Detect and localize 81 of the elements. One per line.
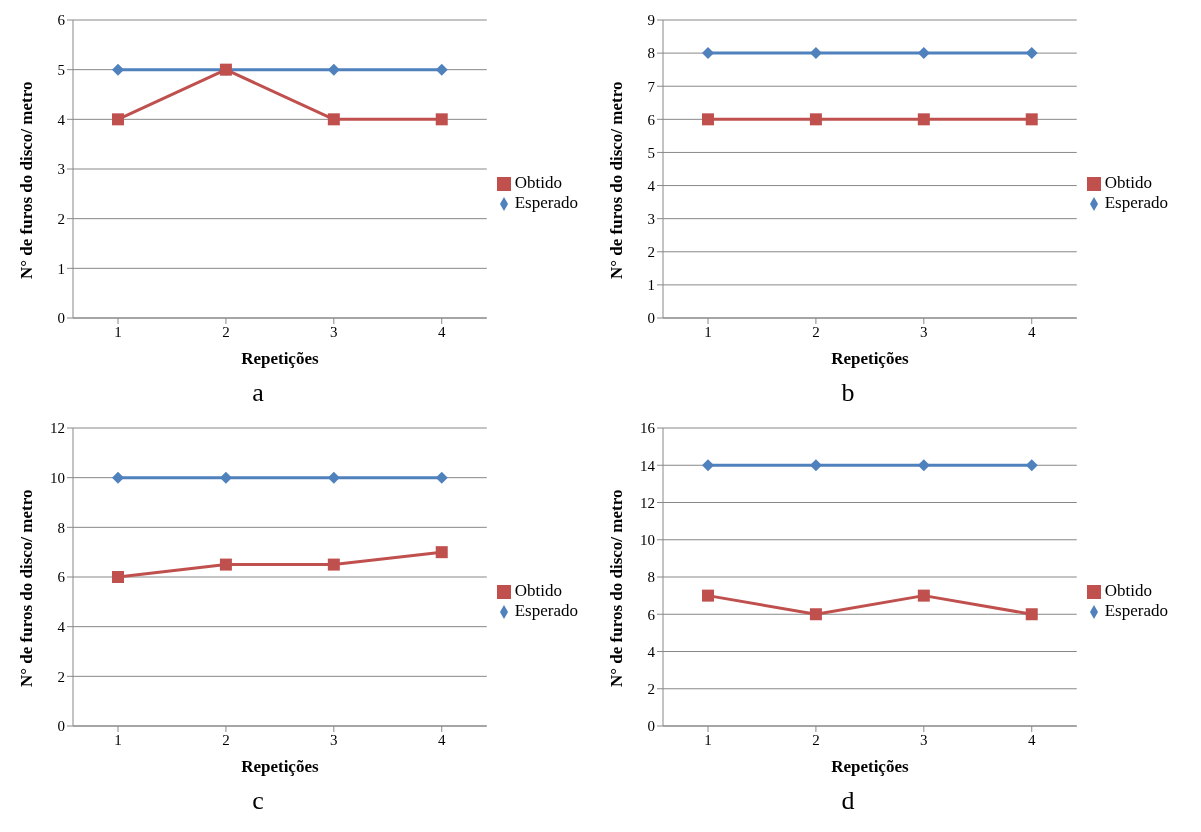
legend-label: Esperado (1104, 601, 1168, 620)
y-axis-title: N° de furos do disco/ metro (17, 81, 37, 279)
y-axis-title: N° de furos do disco/ metro (607, 81, 627, 279)
point (327, 558, 340, 571)
x-tick-label: 3 (920, 323, 928, 340)
y-tick-label: 6 (57, 569, 66, 586)
x-tick-label: 4 (1027, 323, 1036, 340)
text: d (840, 786, 856, 816)
point (112, 471, 124, 484)
point (702, 589, 714, 602)
x-tick-label: 4 (1027, 731, 1036, 748)
y-tick-label: 8 (647, 569, 655, 586)
x-axis-title: Repetições (831, 349, 909, 368)
x-tick-label: 2 (222, 323, 230, 340)
y-tick-label: 7 (647, 78, 656, 95)
x-tick-label: 2 (812, 731, 820, 748)
y-tick-label: 16 (640, 420, 656, 437)
y-tick-label: 2 (57, 668, 65, 685)
legend-label: Esperado (514, 601, 578, 620)
x-axis-title: Repetições (241, 349, 319, 368)
x-axis-title: Repetições (241, 757, 319, 776)
x-tick-label: 3 (920, 731, 928, 748)
y-tick-label: 2 (647, 681, 655, 698)
legend-label: Obtido (1104, 173, 1152, 192)
y-tick-label: 1 (57, 260, 65, 277)
y-tick-label: 14 (640, 457, 656, 474)
y-tick-label: 2 (57, 210, 65, 227)
y-tick-label: 3 (57, 161, 65, 178)
x-tick-label: 4 (437, 731, 446, 748)
y-tick-label: 12 (640, 494, 655, 511)
y-axis-title: N° de furos do disco/ metro (607, 489, 627, 687)
y-tick-label: 4 (647, 177, 656, 194)
x-tick-label: 1 (704, 731, 712, 748)
x-tick-label: 3 (330, 731, 338, 748)
point (702, 459, 714, 472)
text: a (251, 378, 265, 408)
point (1025, 608, 1038, 621)
x-tick-label: 2 (812, 323, 820, 340)
x-tick-label: 3 (330, 323, 338, 340)
x-tick-label: 4 (437, 323, 446, 340)
y-tick-label: 9 (647, 12, 655, 29)
y-tick-label: 8 (57, 519, 65, 536)
y-tick-label: 4 (57, 618, 66, 635)
point (112, 571, 124, 583)
legend-label: Obtido (1104, 581, 1152, 600)
y-tick-label: 0 (57, 718, 65, 735)
x-tick-label: 1 (114, 323, 122, 340)
y-tick-label: 0 (647, 718, 655, 735)
y-tick-label: 5 (57, 61, 65, 78)
point (219, 558, 232, 571)
y-tick-label: 2 (647, 244, 655, 261)
y-tick-label: 10 (640, 532, 655, 549)
point (917, 589, 930, 602)
y-tick-label: 5 (647, 144, 655, 161)
y-tick-label: 4 (57, 111, 66, 128)
x-tick-label: 2 (222, 731, 230, 748)
x-axis-title: Repetições (831, 757, 909, 776)
x-tick-label: 1 (704, 323, 712, 340)
legend-label: Obtido (514, 581, 562, 600)
y-tick-label: 4 (647, 643, 656, 660)
legend-label: Obtido (514, 173, 562, 192)
y-tick-label: 12 (50, 420, 65, 437)
y-tick-label: 0 (57, 310, 65, 327)
point (809, 608, 822, 621)
text: b (840, 378, 856, 408)
legend-label: Esperado (1104, 193, 1168, 212)
y-tick-label: 6 (647, 606, 656, 623)
y-tick-label: 10 (50, 469, 65, 486)
point (1025, 459, 1038, 472)
point (435, 471, 448, 484)
y-tick-label: 6 (647, 111, 656, 128)
y-tick-label: 3 (647, 210, 655, 227)
text: c (251, 786, 265, 816)
point (435, 546, 448, 559)
y-tick-label: 6 (57, 12, 66, 29)
y-axis-title: N° de furos do disco/ metro (17, 489, 37, 687)
y-tick-label: 8 (647, 45, 655, 62)
legend-label: Esperado (514, 193, 578, 212)
y-tick-label: 0 (647, 310, 655, 327)
x-tick-label: 1 (114, 731, 122, 748)
y-tick-label: 1 (647, 277, 655, 294)
